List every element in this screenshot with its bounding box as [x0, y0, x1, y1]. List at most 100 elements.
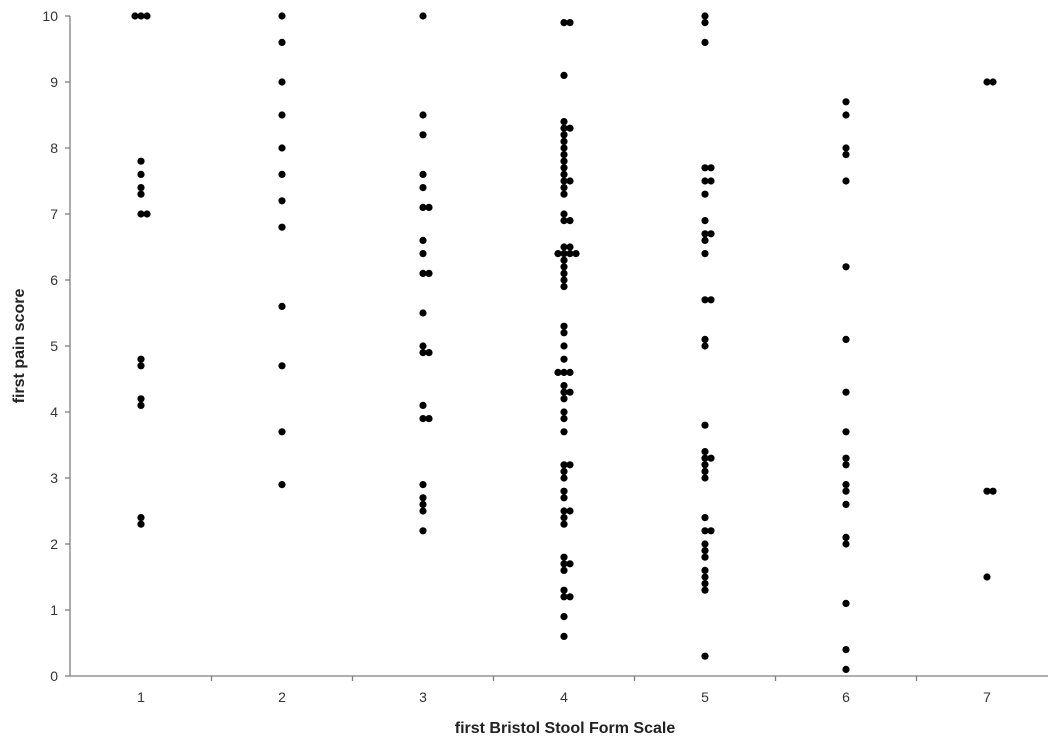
- data-point: [560, 474, 568, 482]
- data-point: [701, 236, 709, 244]
- data-point: [842, 599, 850, 608]
- y-tick-label: 5: [50, 338, 58, 354]
- data-point: [419, 401, 427, 409]
- data-point: [560, 520, 568, 528]
- data-point: [137, 184, 145, 192]
- data-point: [560, 368, 568, 376]
- y-tick-label: 3: [50, 470, 58, 486]
- data-point: [707, 230, 715, 238]
- data-point: [701, 461, 709, 469]
- data-point: [419, 236, 427, 244]
- y-tick-label: 1: [50, 602, 58, 618]
- data-point: [842, 487, 850, 495]
- data-point: [707, 296, 715, 304]
- data-point: [560, 408, 568, 416]
- data-point: [560, 217, 568, 225]
- data-point: [560, 553, 568, 561]
- x-tick-label: 1: [137, 689, 145, 705]
- data-point: [560, 124, 568, 132]
- data-point: [560, 467, 568, 475]
- data-point: [842, 263, 850, 271]
- data-point: [137, 210, 145, 218]
- data-point: [419, 203, 427, 211]
- data-point: [701, 19, 709, 27]
- data-point: [278, 78, 286, 86]
- data-point: [419, 131, 427, 139]
- data-point: [560, 177, 568, 185]
- data-point: [560, 263, 568, 271]
- data-point: [701, 217, 709, 225]
- data-point: [137, 362, 145, 370]
- data-point: [560, 144, 568, 152]
- data-point: [560, 210, 568, 218]
- data-point: [842, 388, 850, 396]
- x-tick-label: 5: [701, 689, 709, 705]
- data-point: [560, 494, 568, 502]
- data-point: [566, 177, 574, 185]
- data-point: [842, 454, 850, 462]
- data-point: [560, 329, 568, 337]
- data-point: [842, 111, 850, 119]
- data-point: [701, 250, 709, 258]
- data-point: [560, 283, 568, 291]
- y-tick-label: 9: [50, 74, 58, 90]
- data-point: [566, 19, 574, 27]
- data-point: [842, 151, 850, 159]
- data-point: [560, 586, 568, 594]
- data-point: [566, 250, 574, 258]
- data-point: [137, 514, 145, 522]
- data-point: [560, 170, 568, 178]
- data-point: [707, 454, 715, 462]
- data-point: [842, 461, 850, 469]
- data-point: [707, 527, 715, 535]
- data-point: [560, 342, 568, 350]
- axes-layer: [65, 15, 1048, 681]
- data-point: [560, 395, 568, 403]
- x-tick-label: 3: [419, 689, 427, 705]
- data-point: [842, 646, 850, 654]
- data-point: [701, 38, 709, 47]
- data-point: [842, 98, 850, 106]
- data-point: [560, 415, 568, 423]
- data-point: [842, 144, 850, 152]
- data-point: [707, 177, 715, 185]
- data-point: [425, 203, 433, 211]
- data-point: [701, 421, 709, 429]
- data-point: [560, 71, 568, 79]
- data-point: [419, 309, 427, 317]
- data-point: [701, 190, 709, 198]
- data-point: [983, 487, 991, 495]
- data-point: [278, 223, 286, 231]
- data-point: [560, 250, 568, 258]
- data-point: [419, 527, 427, 535]
- data-point: [560, 560, 568, 568]
- data-point: [560, 243, 568, 251]
- data-point: [566, 560, 574, 568]
- data-point: [278, 197, 286, 205]
- data-point: [419, 342, 427, 350]
- data-point: [560, 118, 568, 126]
- data-point: [560, 19, 568, 27]
- data-point: [842, 540, 850, 548]
- x-tick-label: 6: [842, 689, 850, 705]
- y-tick-label: 4: [50, 404, 58, 420]
- data-point: [560, 184, 568, 192]
- data-point: [566, 243, 574, 251]
- data-point: [560, 322, 568, 330]
- data-point: [842, 335, 850, 343]
- data-point: [983, 573, 991, 581]
- data-point: [278, 428, 286, 436]
- data-point: [560, 461, 568, 469]
- data-point: [137, 12, 145, 20]
- data-point: [278, 144, 286, 152]
- data-point: [701, 448, 709, 456]
- data-point: [560, 355, 568, 363]
- data-point: [419, 184, 427, 192]
- data-point: [701, 12, 709, 20]
- data-point: [419, 111, 427, 119]
- data-point: [143, 12, 151, 20]
- data-point: [701, 467, 709, 475]
- data-point: [701, 540, 709, 548]
- labels-layer: 0 1 2 3 4 5 6 7 8 9 10 1 2 3 4 5 6 7: [42, 8, 991, 705]
- data-point: [701, 230, 709, 238]
